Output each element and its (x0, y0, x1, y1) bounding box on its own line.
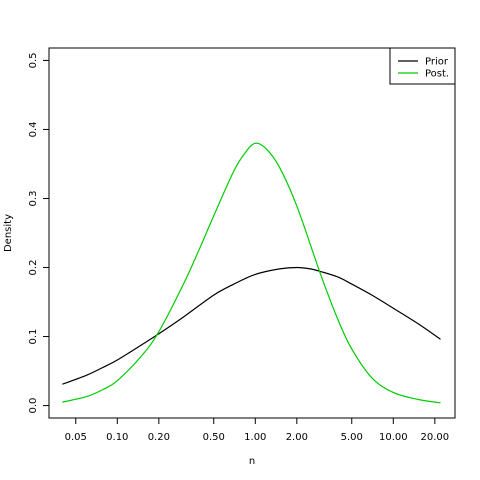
x-axis: 0.05 0.10 0.20 0.50 1.00 2.00 5.00 10.00 20.00 (65, 418, 450, 443)
y-tick-label: 0.4 (28, 122, 39, 138)
series-line-prior (62, 266, 441, 385)
y-tick-label: 0.0 (28, 398, 39, 414)
x-axis-label: n (249, 456, 255, 467)
x-tick-label: 0.10 (106, 432, 128, 443)
x-tick-label: 1.00 (244, 432, 266, 443)
y-axis-label: Density (3, 214, 14, 252)
plot-frame (48, 47, 456, 419)
x-tick-label: 10.00 (379, 432, 408, 443)
y-tick-label: 0.5 (28, 52, 39, 68)
x-tick-label: 0.50 (203, 432, 225, 443)
y-tick-label: 0.3 (28, 191, 39, 207)
legend-label-post: Post. (425, 69, 449, 80)
legend: Prior Post. (389, 47, 456, 85)
y-tick-label: 0.1 (28, 329, 39, 345)
legend-box (389, 47, 456, 85)
series-line-post (62, 142, 441, 404)
y-axis: 0.0 0.1 0.2 0.3 0.4 0.5 (28, 52, 49, 414)
legend-label-prior: Prior (425, 57, 449, 68)
x-tick-label: 20.00 (421, 432, 450, 443)
series-layer (62, 142, 441, 404)
x-tick-label: 5.00 (341, 432, 363, 443)
x-tick-label: 0.20 (148, 432, 170, 443)
x-tick-label: 0.05 (65, 432, 87, 443)
y-tick-label: 0.2 (28, 260, 39, 276)
x-tick-label: 2.00 (286, 432, 308, 443)
